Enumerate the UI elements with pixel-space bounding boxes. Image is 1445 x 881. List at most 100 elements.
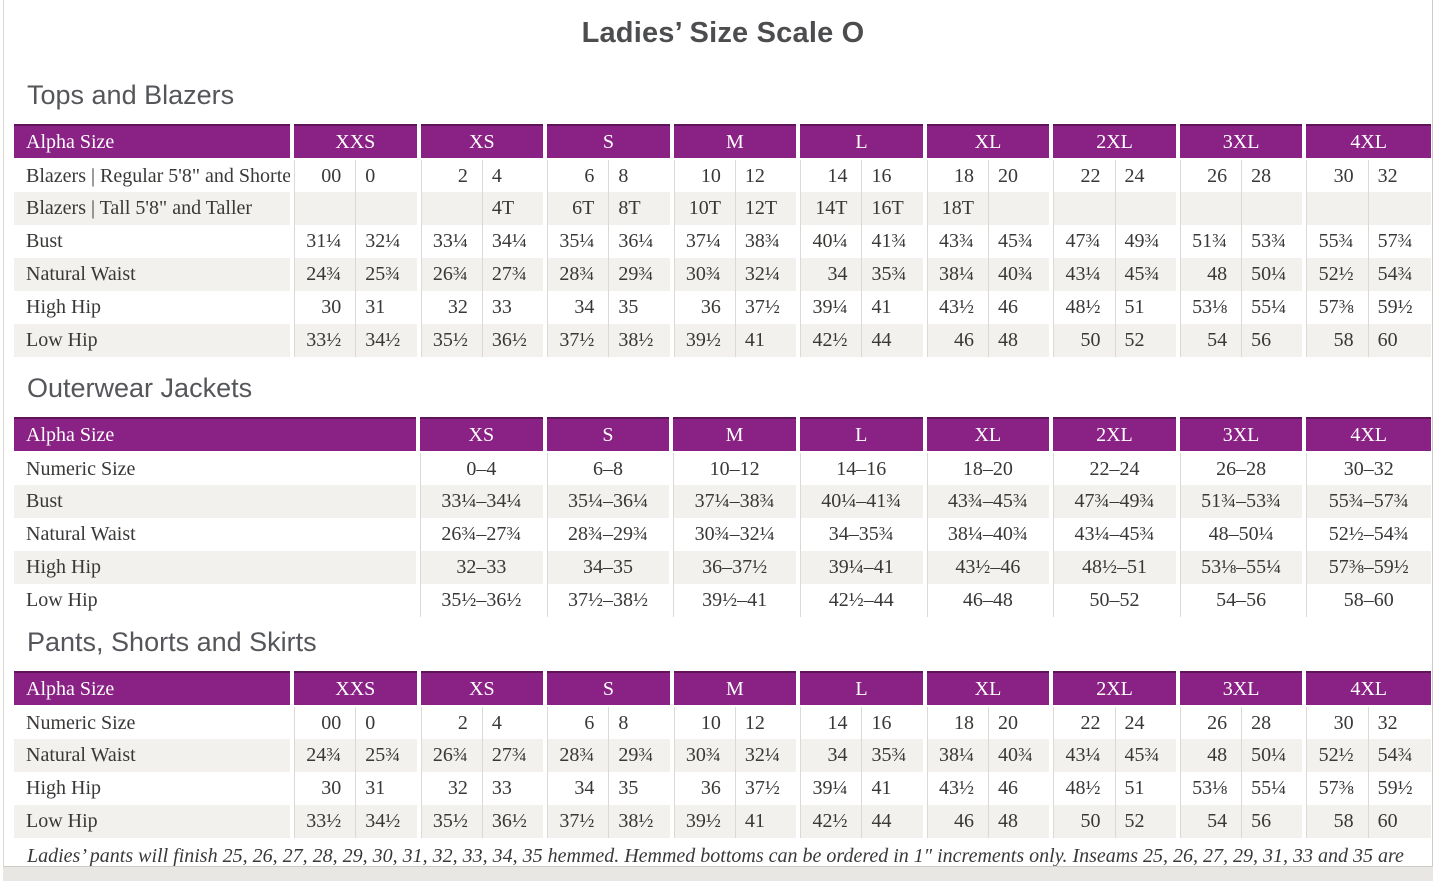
table-row: High Hip 32–33 34–35 36–37½ 39¼–41 43½–46 48½–… xyxy=(14,551,1431,584)
size-value: 0 xyxy=(355,159,418,192)
size-value: 50 xyxy=(1049,805,1115,838)
size-value: 33¼–34¼ xyxy=(416,485,545,518)
size-value: 42½ xyxy=(796,805,862,838)
size-value: 18T xyxy=(922,192,988,225)
size-group-header: 2XL xyxy=(1049,124,1178,160)
table-row: Low Hip 33½ 34½ 35½ 36½ 37½ 38½ 39½ 41 42½ 44 46 48 5… xyxy=(14,324,1431,357)
row-label: Numeric Size xyxy=(26,711,136,734)
size-value: 2 xyxy=(416,706,482,739)
size-value: 48 xyxy=(988,324,1051,357)
size-value: 46 xyxy=(922,324,988,357)
row-label: Low Hip xyxy=(26,589,98,611)
size-value: 00 xyxy=(290,706,356,739)
size-value: 46–48 xyxy=(922,584,1052,617)
size-group-header: 2XL xyxy=(1049,417,1178,453)
size-value: 43½–46 xyxy=(922,551,1052,584)
size-value: 41 xyxy=(861,291,924,324)
alpha-size-header: Alpha Size xyxy=(14,124,293,160)
size-group-header: M xyxy=(669,671,799,707)
size-value: 41 xyxy=(735,805,798,838)
size-value: 0–4 xyxy=(416,452,545,485)
size-value: 52 xyxy=(1115,805,1178,838)
row-label: Natural Waist xyxy=(26,523,136,545)
size-value: 47¾–49¾ xyxy=(1049,485,1178,518)
table-row: Natural Waist 24¾ 25¾ 26¾ 27¾ 28¾ 29¾ 30¾ 32¼ 34 3… xyxy=(14,258,1431,291)
size-value: 44 xyxy=(861,805,924,838)
size-value xyxy=(355,192,418,225)
size-value: 35¾ xyxy=(861,739,924,772)
size-value: 34½ xyxy=(355,805,418,838)
size-value: 35¼ xyxy=(543,225,609,258)
size-value xyxy=(1115,192,1178,225)
size-value: 41 xyxy=(735,324,798,357)
header-row: Alpha Size XXS XS S M L XL 2XL 3XL 4XL xyxy=(14,124,1431,160)
size-value: 27¾ xyxy=(482,739,545,772)
section: Tops and Blazers Alpha Size XXS XS S M L XL 2XL 3… xyxy=(14,78,1432,357)
row-label: High Hip xyxy=(26,777,101,799)
size-value: 54–56 xyxy=(1175,584,1305,617)
size-group-header: S xyxy=(543,124,672,160)
size-group-header: S xyxy=(543,671,672,707)
size-value: 31 xyxy=(355,291,418,324)
size-value: 31 xyxy=(355,772,418,805)
size-value: 39½–41 xyxy=(669,584,798,617)
size-value: 39¼ xyxy=(796,291,862,324)
size-value: 41¾ xyxy=(861,225,924,258)
size-value: 46 xyxy=(988,772,1051,805)
size-value: 10 xyxy=(669,706,735,739)
size-value: 37½ xyxy=(735,291,798,324)
size-value: 48 xyxy=(1175,258,1242,291)
size-value: 58 xyxy=(1302,324,1368,357)
size-value: 51 xyxy=(1115,291,1178,324)
section-heading: Pants, Shorts and Skirts xyxy=(27,627,317,657)
size-value: 57¾ xyxy=(1368,225,1431,258)
size-value: 38½ xyxy=(608,324,671,357)
size-value: 34¼ xyxy=(482,225,545,258)
size-value: 43½ xyxy=(922,772,988,805)
size-value: 33 xyxy=(482,291,545,324)
size-value: 26–28 xyxy=(1175,452,1305,485)
size-value: 45¾ xyxy=(988,225,1051,258)
size-value: 10T xyxy=(669,192,735,225)
size-value: 00 xyxy=(290,159,356,192)
size-value: 40¾ xyxy=(988,258,1051,291)
size-value: 41 xyxy=(861,772,924,805)
row-label: Blazers | Tall 5'8" and Taller xyxy=(26,197,253,219)
size-value: 53⅛ xyxy=(1175,772,1242,805)
size-value: 48 xyxy=(988,805,1051,838)
size-value: 36 xyxy=(669,772,735,805)
size-value: 58–60 xyxy=(1302,584,1431,617)
size-value: 50 xyxy=(1049,324,1115,357)
row-label: Natural Waist xyxy=(26,744,136,766)
size-value: 60 xyxy=(1368,324,1431,357)
size-value: 28¾–29¾ xyxy=(542,518,672,551)
row-label: Natural Waist xyxy=(26,263,136,285)
size-value: 57⅜ xyxy=(1302,291,1368,324)
size-value: 6–8 xyxy=(542,452,672,485)
size-value: 40¼–41¾ xyxy=(795,485,925,518)
row-label: Numeric Size xyxy=(26,457,136,480)
size-value: 28¾ xyxy=(543,739,609,772)
size-value xyxy=(988,192,1051,225)
size-value: 38¼ xyxy=(922,258,988,291)
size-value: 22 xyxy=(1049,706,1115,739)
size-value: 18 xyxy=(922,706,988,739)
size-group-header: 2XL xyxy=(1049,671,1178,707)
size-value: 32¼ xyxy=(735,739,798,772)
size-value: 32¼ xyxy=(355,225,418,258)
header-row: Alpha Size XXS XS S M L XL 2XL 3XL 4XL xyxy=(14,671,1431,707)
size-value: 56 xyxy=(1241,324,1304,357)
size-value xyxy=(416,192,482,225)
size-value: 42½–44 xyxy=(795,584,925,617)
size-value: 37½ xyxy=(735,772,798,805)
table-row: Blazers | Tall 5'8" and Taller 4T 6T 8T 10T 1… xyxy=(14,192,1431,225)
size-group-header: L xyxy=(796,124,925,160)
size-value: 37½ xyxy=(543,805,609,838)
row-label: High Hip xyxy=(26,556,101,578)
size-value: 60 xyxy=(1368,805,1431,838)
size-value: 28 xyxy=(1241,159,1304,192)
size-value: 4 xyxy=(482,706,545,739)
size-value: 35½ xyxy=(416,805,482,838)
page-bottom-edge xyxy=(3,867,1433,881)
size-value: 30 xyxy=(290,772,356,805)
